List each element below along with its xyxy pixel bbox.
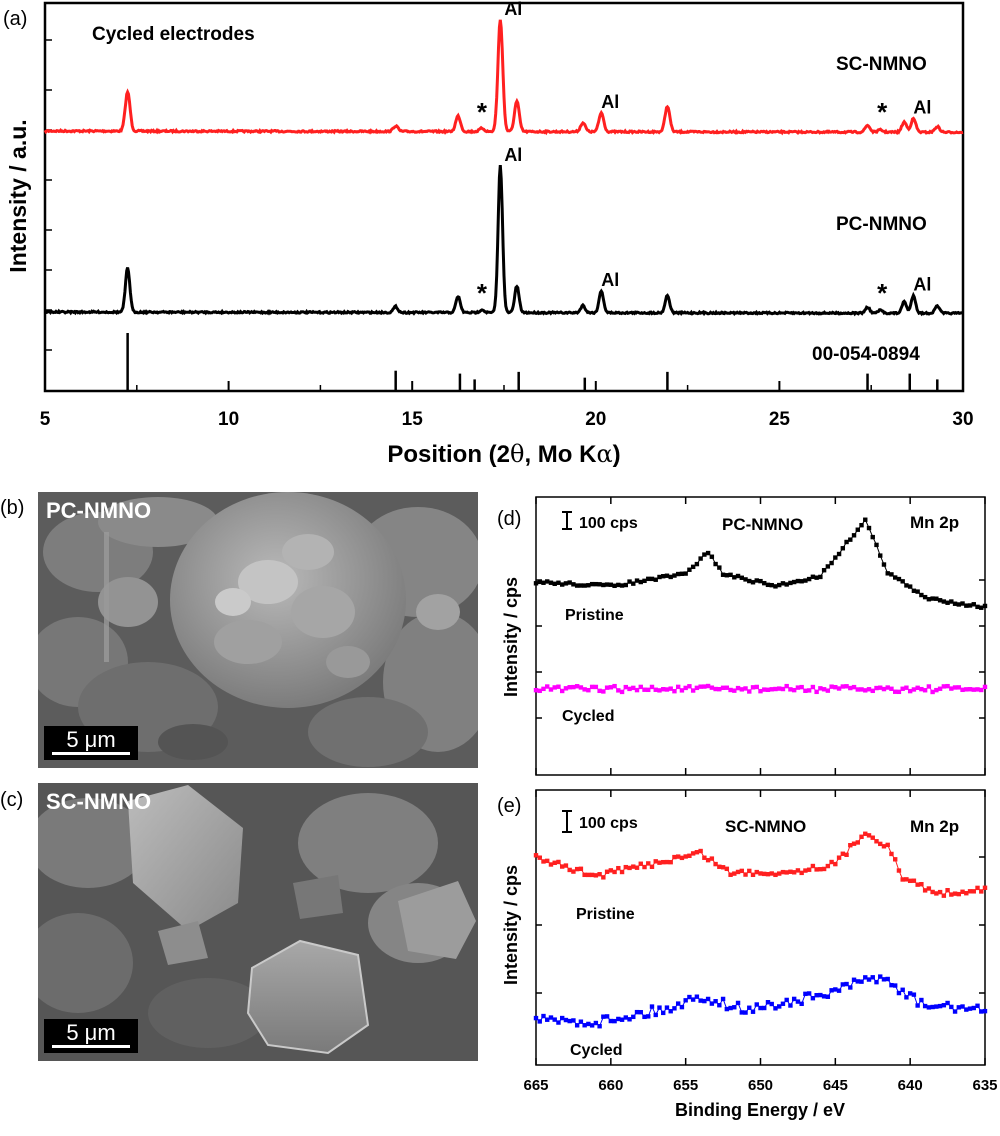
xps-e-line <box>535 833 986 897</box>
panel-label-b: (b) <box>0 497 25 519</box>
panel-label-e: (e) <box>497 795 521 817</box>
sem-scalebar-text-b: 5 μm <box>66 727 116 752</box>
xrd-xlabel-main: Position (2 <box>387 441 510 468</box>
xrd-xlabel: Position (2θ, Mo Kα) <box>387 440 620 468</box>
xrd-series-label-pc: PC-NMNO <box>836 214 927 235</box>
xrd-xlabel-mid: , Mo K <box>524 441 597 468</box>
xrd-xtick-label: 30 <box>952 409 973 430</box>
xps-d-scale-label: 100 cps <box>579 515 638 532</box>
xps-e-scale-label: 100 cps <box>579 815 638 832</box>
sem-scalebar-b: 5 μm <box>44 726 138 760</box>
xps-e-ylabel: Intensity / cps <box>501 865 521 985</box>
xrd-xtick-label: 5 <box>40 409 51 430</box>
xrd-star-marker: * <box>877 97 888 127</box>
sem-scalebar-text-c: 5 μm <box>66 1020 116 1045</box>
xps-e-label-cycled: Cycled <box>570 1042 622 1059</box>
sem-image-sc-nmno-texture <box>38 783 478 1061</box>
xps-e-point <box>982 885 988 890</box>
xrd-series-pc-nmno <box>43 164 964 317</box>
xrd-xtick-label: 10 <box>218 409 239 430</box>
xrd-al-label: Al <box>913 98 931 118</box>
xps-d-line <box>535 518 986 609</box>
xps-e-point <box>533 1015 539 1021</box>
xps-xtick-label: 650 <box>748 1077 773 1094</box>
xrd-al-label: Al <box>913 274 931 294</box>
xrd-al-label: Al <box>504 145 522 165</box>
xps-e-title: SC-NMNO <box>725 817 806 836</box>
xps-e-point <box>533 853 539 858</box>
xrd-star-marker: * <box>477 278 488 308</box>
xps-xtick-label: 655 <box>673 1077 698 1094</box>
xps-e-line <box>535 975 986 1028</box>
xps-d-region: Mn 2p <box>910 513 959 532</box>
xrd-star-marker: * <box>877 278 888 308</box>
xrd-xtick-label: 15 <box>402 409 424 430</box>
xrd-chart: 5 10 15 20 25 30 Al Al Al * * Al Al Al * * Cycled elec… <box>5 0 974 468</box>
xps-d-label-cycled: Cycled <box>562 708 614 725</box>
xps-d-line <box>535 685 986 693</box>
xps-d-point <box>982 603 988 609</box>
xps-d-label-pristine: Pristine <box>565 607 624 624</box>
sem-image-pc-nmno-texture <box>38 492 478 768</box>
xps-e-xlabel: Binding Energy / eV <box>675 1100 845 1120</box>
xrd-al-label: Al <box>601 270 619 290</box>
xps-e-region: Mn 2p <box>910 817 959 836</box>
xps-d-ylabel: Intensity / cps <box>501 577 521 697</box>
xrd-al-label: Al <box>601 92 619 112</box>
xps-e-label-pristine: Pristine <box>576 906 635 923</box>
panel-label-d: (d) <box>497 508 521 530</box>
xps-d-series-cycled <box>533 683 988 695</box>
xps-d-frame <box>535 496 986 776</box>
xps-xtick-label: 640 <box>898 1077 923 1094</box>
xps-d-series-pristine <box>533 517 988 610</box>
xrd-xlabel-end: ) <box>613 441 621 468</box>
xps-charts: (d) (e) 100 cps PC-NMNO Mn 2p Pristine C… <box>497 496 998 1120</box>
xrd-xtick-label: 25 <box>769 409 791 430</box>
sem-image-pc-nmno: PC-NMNO 5 μm <box>38 492 478 768</box>
sem-scalebar-c: 5 μm <box>44 1019 138 1053</box>
xrd-series-sc-nmno <box>43 19 964 136</box>
xrd-xlabel-theta: θ <box>510 440 524 468</box>
panel-label-c: (c) <box>0 789 24 811</box>
xps-xtick-label: 635 <box>972 1077 997 1094</box>
xps-xtick-label: 660 <box>598 1077 623 1094</box>
sem-label-sc-nmno: SC-NMNO <box>46 789 152 814</box>
xps-xtick-label: 665 <box>523 1077 548 1094</box>
xrd-series-label-sc: SC-NMNO <box>836 54 927 75</box>
sem-scalebar-line-c <box>52 1045 130 1048</box>
xrd-annotation-title: Cycled electrodes <box>92 24 255 45</box>
sem-scalebar-line-b <box>52 752 130 755</box>
xrd-xtick-label: 20 <box>585 409 606 430</box>
xrd-star-marker: * <box>477 97 488 127</box>
sem-label-pc-nmno: PC-NMNO <box>46 498 152 523</box>
xps-e-series-cycled <box>533 974 988 1029</box>
xrd-xlabel-alpha: α <box>596 440 612 468</box>
xps-xtick-label: 645 <box>823 1077 848 1094</box>
xrd-al-label: Al <box>504 0 522 19</box>
panel-label-a: (a) <box>3 8 28 30</box>
xrd-ylabel: Intensity / a.u. <box>5 119 31 272</box>
xps-e-series-pristine <box>533 831 988 898</box>
xps-d-title: PC-NMNO <box>722 515 803 534</box>
xps-d-point <box>533 687 539 693</box>
xrd-reference-label: 00-054-0894 <box>812 344 920 365</box>
sem-image-sc-nmno: SC-NMNO 5 μm <box>38 783 478 1061</box>
